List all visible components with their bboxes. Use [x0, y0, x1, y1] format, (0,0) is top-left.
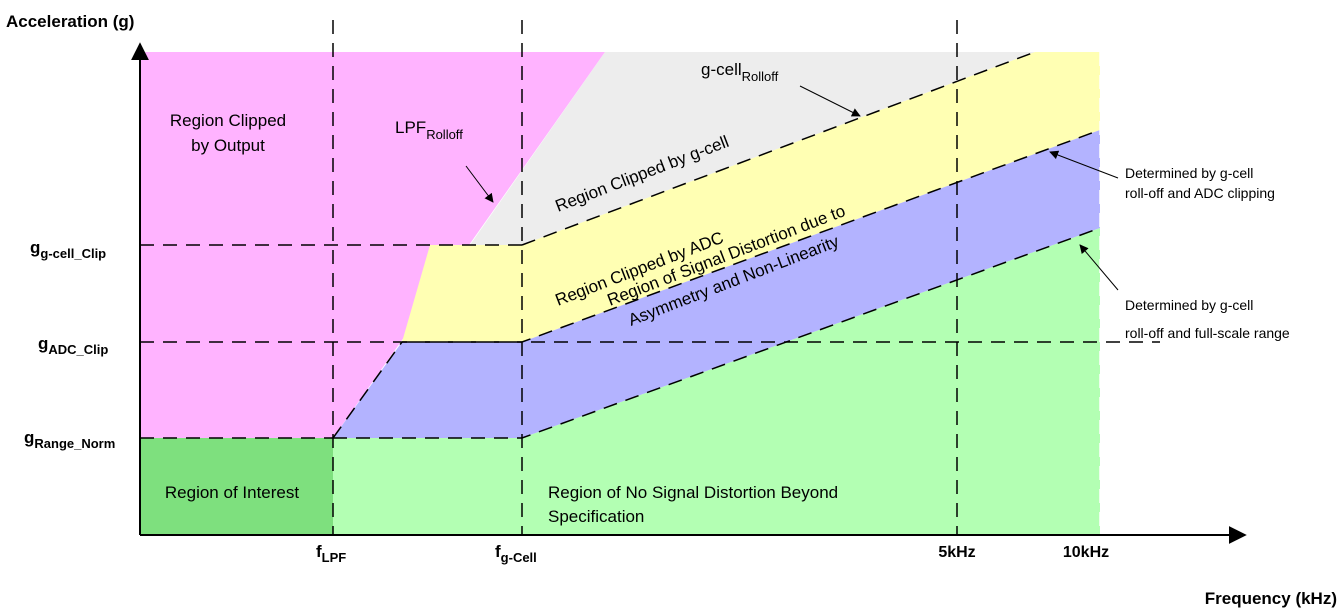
region-adc-fill: [402, 52, 1100, 342]
region-interest-label: Region of Interest: [165, 483, 299, 502]
range-boundary-arrow: [1079, 244, 1119, 291]
region-no-distortion-fill: [333, 228, 1100, 535]
gcell-rolloff-label: g-cellRolloff: [701, 60, 779, 84]
x-axis-label: Frequency (kHz): [1205, 589, 1337, 608]
x-tick-10khz: 10kHz: [1063, 544, 1109, 561]
region-gcell-fill: [470, 52, 1035, 245]
y-tick-gcell-clip: gg-cell_Clip: [30, 238, 106, 261]
boundary-range: [333, 227, 1101, 439]
region-no-distortion-label-1: Region of No Signal Distortion Beyond: [548, 483, 838, 502]
range-boundary-note-2: roll-off and full-scale range: [1125, 325, 1290, 341]
lpf-rolloff-arrow: [465, 165, 494, 203]
boundary-adc: [402, 129, 1101, 343]
region-output-label-2: by Output: [191, 136, 265, 155]
boundary-lpf-rolloff: [332, 341, 403, 439]
lpf-rolloff-label: LPFRolloff: [395, 118, 463, 142]
y-tick-adc-clip: gADC_Clip: [38, 334, 108, 357]
x-tick-flpf: fLPF: [316, 542, 346, 565]
adc-boundary-note-2: roll-off and ADC clipping: [1125, 185, 1275, 201]
adc-boundary-note-1: Determined by g-cell: [1125, 165, 1253, 181]
region-distortion-fill: [333, 130, 1100, 438]
region-output-label-1: Region Clipped: [170, 111, 286, 130]
region-no-distortion-label-2: Specification: [548, 507, 644, 526]
y-tick-range-norm: gRange_Norm: [24, 428, 115, 451]
adc-boundary-arrow: [1049, 150, 1119, 179]
x-tick-5khz: 5kHz: [938, 544, 975, 561]
range-boundary-note-1: Determined by g-cell: [1125, 297, 1253, 313]
x-tick-fgcell: fg-Cell: [495, 542, 537, 565]
region-interest-fill: [140, 438, 333, 535]
y-axis-label: Acceleration (g): [6, 12, 134, 31]
gcell-rolloff-arrow: [799, 85, 861, 117]
